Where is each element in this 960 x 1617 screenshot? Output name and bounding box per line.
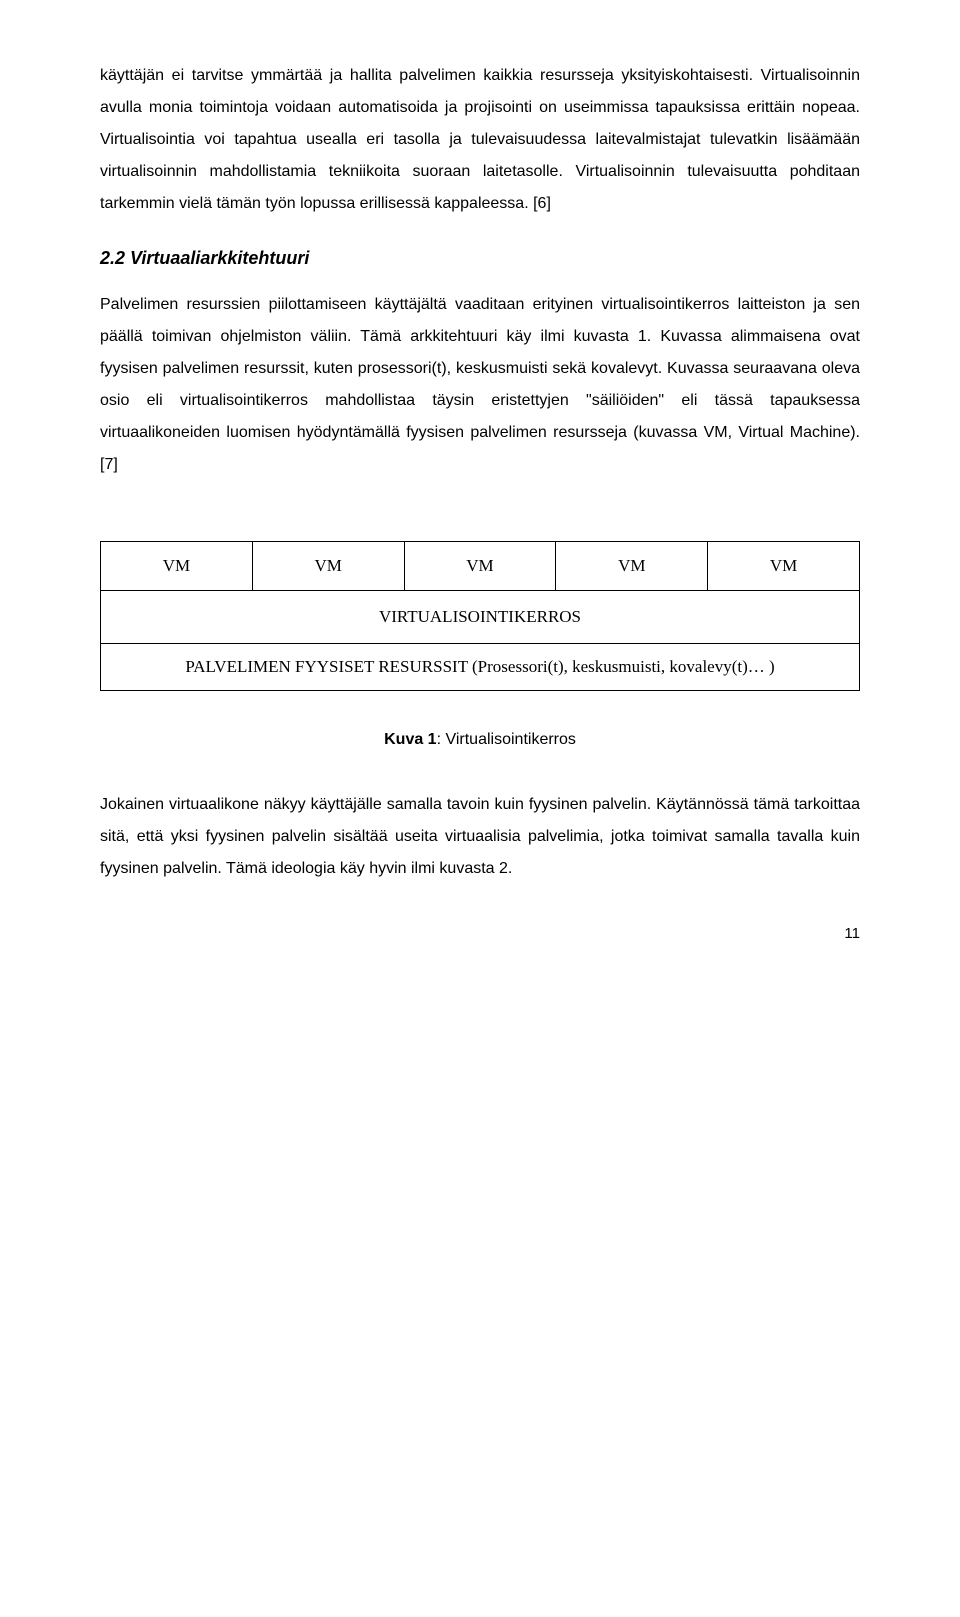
virtualization-layer-cell: VIRTUALISOINTIKERROS — [101, 591, 860, 644]
vm-cell-5: VM — [708, 542, 860, 591]
paragraph-1: käyttäjän ei tarvitse ymmärtää ja hallit… — [100, 60, 860, 220]
vm-cell-3: VM — [404, 542, 556, 591]
document-page: käyttäjän ei tarvitse ymmärtää ja hallit… — [0, 0, 960, 982]
vm-cell-1: VM — [101, 542, 253, 591]
architecture-diagram: VM VM VM VM VM VIRTUALISOINTIKERROS PALV… — [100, 541, 860, 691]
vm-cell-4: VM — [556, 542, 708, 591]
vm-row: VM VM VM VM VM — [101, 542, 860, 591]
vm-cell-2: VM — [252, 542, 404, 591]
figure-caption: Kuva 1: Virtualisointikerros — [100, 731, 860, 749]
physical-resources-row: PALVELIMEN FYYSISET RESURSSIT (Prosessor… — [101, 644, 860, 691]
figure-1: VM VM VM VM VM VIRTUALISOINTIKERROS PALV… — [100, 541, 860, 691]
paragraph-2: Palvelimen resurssien piilottamiseen käy… — [100, 289, 860, 481]
physical-resources-cell: PALVELIMEN FYYSISET RESURSSIT (Prosessor… — [101, 644, 860, 691]
paragraph-3: Jokainen virtuaalikone näkyy käyttäjälle… — [100, 789, 860, 885]
page-number: 11 — [100, 925, 860, 942]
figure-caption-rest: : Virtualisointikerros — [437, 731, 576, 748]
virtualization-layer-row: VIRTUALISOINTIKERROS — [101, 591, 860, 644]
section-heading: 2.2 Virtuaaliarkkitehtuuri — [100, 248, 860, 269]
figure-caption-bold: Kuva 1 — [384, 731, 436, 748]
